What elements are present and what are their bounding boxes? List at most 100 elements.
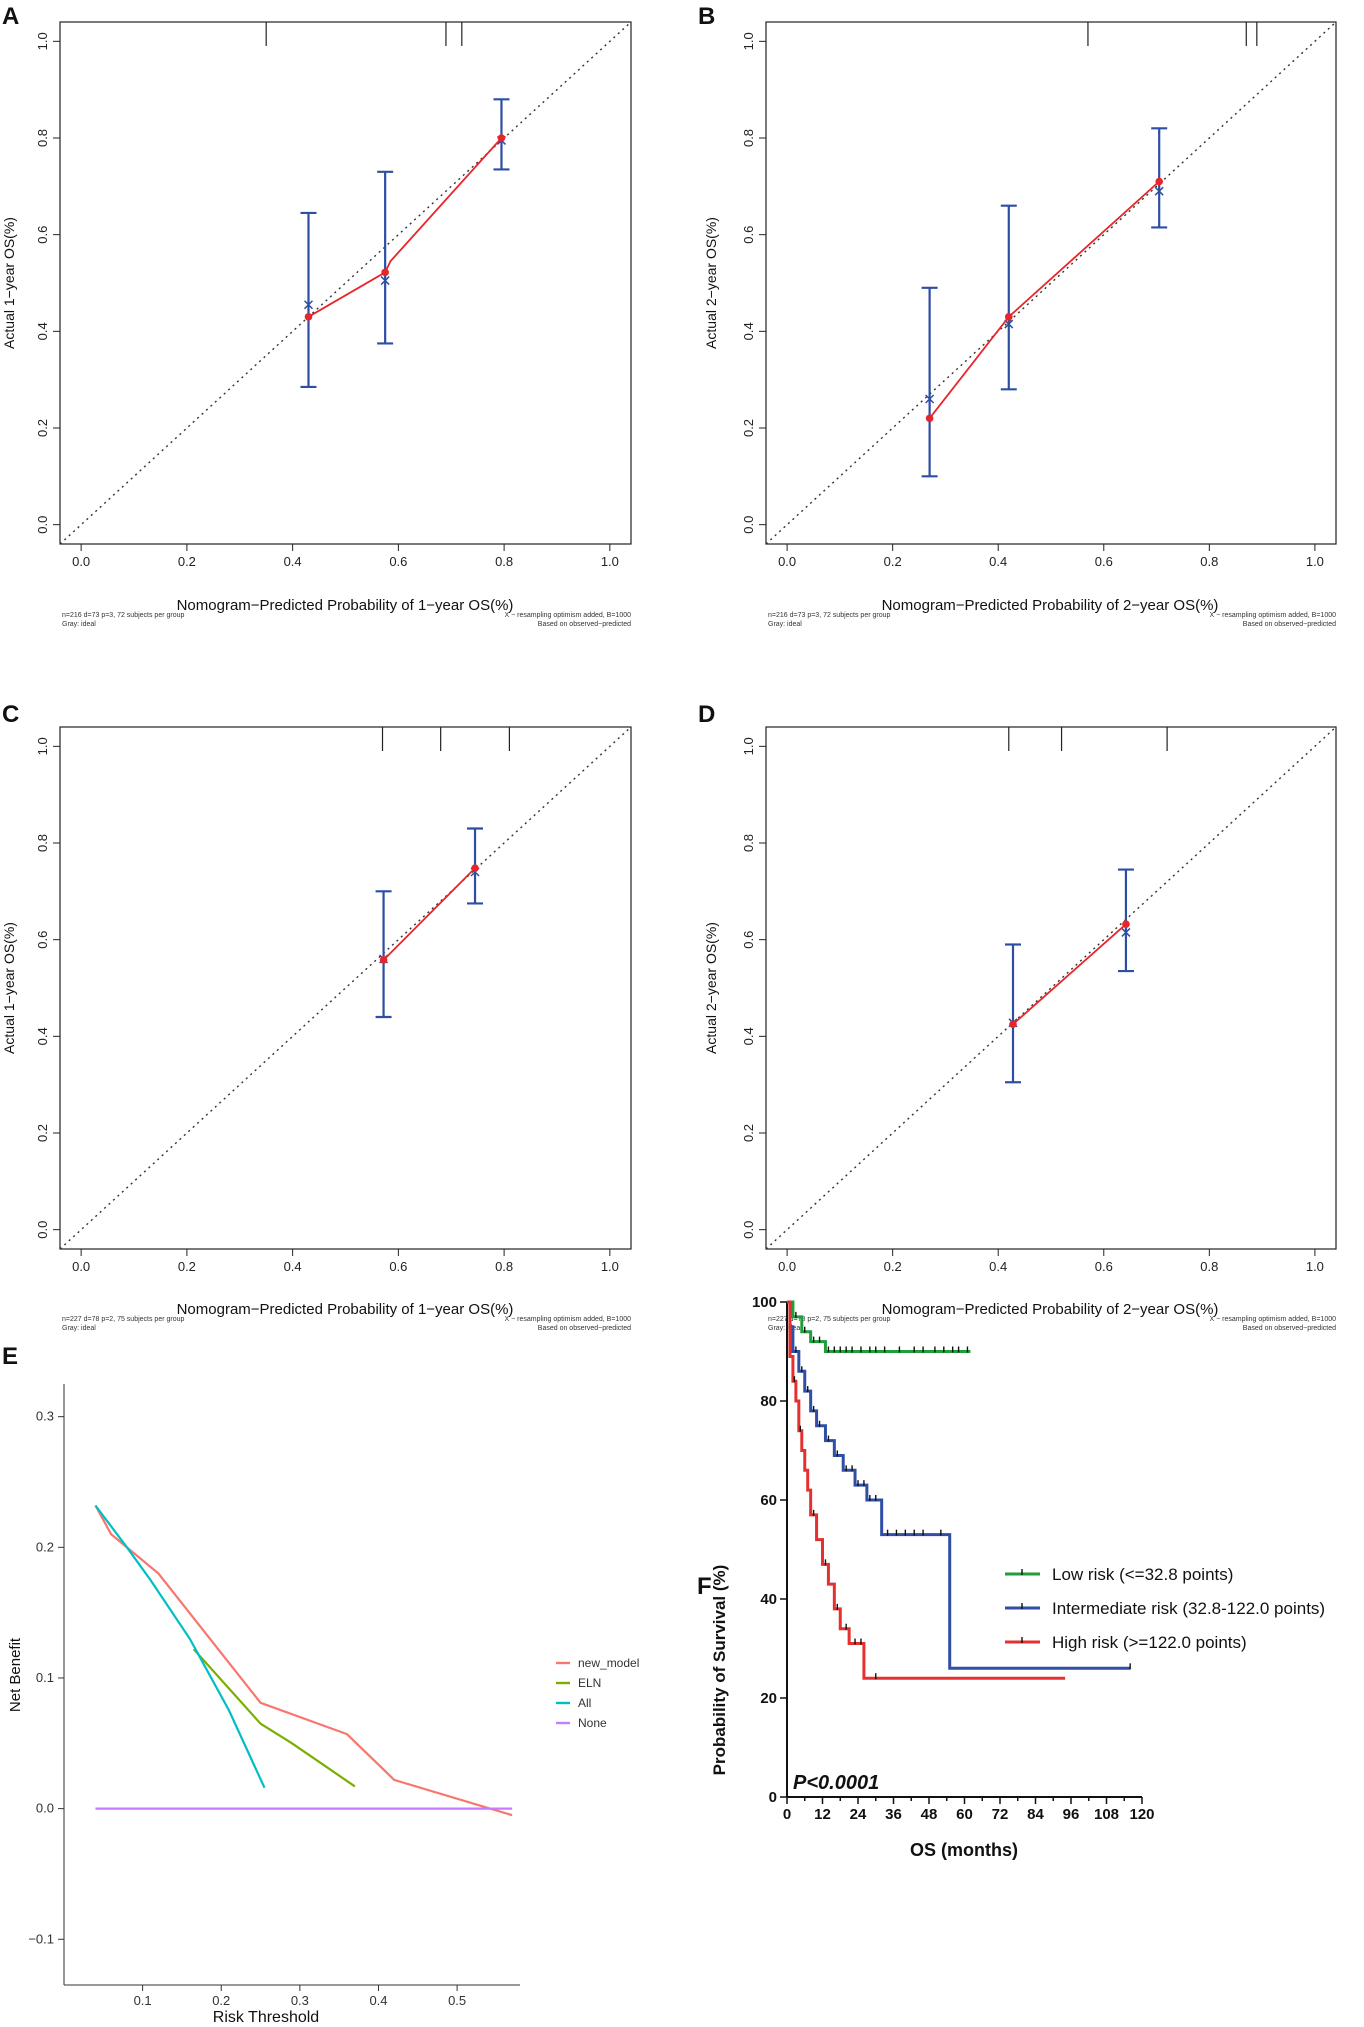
y-tick-label: 0.2 (36, 1539, 54, 1554)
y-axis-title: Actual 2−year OS(%) (703, 217, 719, 349)
y-tick-label: 0.0 (741, 1221, 756, 1239)
x-tick-label: 0.2 (178, 1259, 196, 1274)
observed-point (497, 134, 506, 142)
x-tick-label: 0.6 (1095, 1259, 1113, 1274)
y-tick-label: 0.6 (741, 931, 756, 949)
y-tick-label: 0.3 (36, 1409, 54, 1424)
calibration-plot-b: 0.0 0.0 0.2 0.2 0.4 0.4 0.6 0.6 0.8 0.8 1.0 1.0 (741, 21, 1337, 569)
x-tick-label: 0.4 (284, 1259, 302, 1274)
y-tick-label: 0.0 (36, 1801, 54, 1816)
x-tick-label: 0.8 (495, 554, 513, 569)
y-tick-label: 0.8 (35, 834, 50, 852)
panel-e: E 0.1 0.2 0.3 0.4 0.5 −0.1 0.0 0.1 0.2 0.3 Risk T… (2, 1343, 639, 2026)
legend-label: ELN (578, 1676, 601, 1690)
ideal-line (59, 726, 632, 1250)
x-tick-label: 0.8 (495, 1259, 513, 1274)
y-tick-label: 0.8 (35, 129, 50, 147)
footer-right-line-1: X − resampling optimism added, B=1000 (505, 612, 632, 619)
x-tick-label: 0 (783, 1806, 791, 1823)
y-tick-label: 0.0 (35, 516, 50, 534)
legend-label: None (578, 1716, 607, 1730)
x-axis-title: Nomogram−Predicted Probability of 2−year… (882, 597, 1219, 614)
plot-frame (765, 21, 1337, 545)
y-tick-label: 80 (760, 1393, 777, 1410)
x-tick-label: 48 (921, 1806, 938, 1823)
plot-frame (59, 726, 632, 1250)
x-tick-label: 0.4 (284, 554, 302, 569)
x-tick-label: 1.0 (601, 1259, 619, 1274)
x-tick-label: 120 (1129, 1806, 1154, 1823)
x-tick-label: 0.2 (884, 554, 902, 569)
y-tick-label: 0.2 (741, 1124, 756, 1142)
x-axis-title: Nomogram−Predicted Probability of 2−year… (882, 1301, 1219, 1318)
panel-d: D 0.0 0.0 0.2 0.2 0.4 0.4 0.6 0.6 0.8 0.8 1.0 1.0 N… (698, 701, 1337, 1332)
panel-letter-c: C (2, 701, 19, 728)
x-tick-label: 108 (1094, 1806, 1119, 1823)
x-tick-label: 0.1 (134, 1993, 152, 2008)
legend-label: Intermediate risk (32.8-122.0 points) (1052, 1599, 1325, 1618)
panel-letter-f: F (697, 1573, 712, 1600)
survival-curve (787, 1300, 1066, 1680)
series-line-new-model (94, 1504, 513, 1817)
legend-label: High risk (>=122.0 points) (1052, 1633, 1247, 1652)
x-tick-label: 1.0 (1306, 1259, 1324, 1274)
x-tick-label: 0.6 (1095, 554, 1113, 569)
footer-right-line-2: Based on observed−predicted (1243, 1325, 1336, 1332)
x-tick-label: 0.5 (448, 1993, 466, 2008)
y-tick-label: 20 (760, 1690, 777, 1707)
observed-point (471, 864, 479, 872)
observed-point (1009, 1020, 1017, 1029)
calibration-plot-a: 0.0 0.0 0.2 0.2 0.4 0.4 0.6 0.6 0.8 0.8 1.0 1.0 (35, 21, 632, 569)
y-tick-label: 1.0 (35, 32, 50, 50)
bias-corrected-marker (380, 276, 390, 286)
panel-letter-e: E (2, 1343, 18, 1370)
x-tick-label: 0.4 (989, 554, 1007, 569)
x-axis-title: Nomogram−Predicted Probability of 1−year… (177, 1301, 514, 1318)
p-value-annotation: P<0.0001 (793, 1772, 879, 1794)
x-tick-label: 0.0 (778, 554, 796, 569)
x-tick-label: 0.6 (389, 1259, 407, 1274)
footer-right-line-2: Based on observed−predicted (538, 1325, 631, 1332)
x-tick-label: 1.0 (1306, 554, 1324, 569)
x-tick-label: 0.0 (72, 1259, 90, 1274)
footer-left-line-1: n=216 d=73 p=3, 72 subjects per group (62, 612, 185, 619)
observed-line (308, 137, 503, 318)
footer-right-line-1: X − resampling optimism added, B=1000 (505, 1316, 632, 1323)
decision-curve-plot: 0.1 0.2 0.3 0.4 0.5 −0.1 0.0 0.1 0.2 0.3 (28, 1409, 513, 2008)
x-tick-label: 0.4 (989, 1259, 1007, 1274)
panel-c: C 0.0 0.0 0.2 0.2 0.4 0.4 0.6 0.6 0.8 0.8 1.0 1.0 N… (1, 701, 632, 1332)
bias-corrected-marker (1121, 927, 1131, 937)
x-tick-label: 0.0 (778, 1259, 796, 1274)
y-tick-label: 60 (760, 1492, 777, 1509)
series-line-all (94, 1504, 266, 1789)
footer-right-line-2: Based on observed−predicted (1243, 621, 1336, 628)
footer-left-line-1: n=216 d=73 p=3, 72 subjects per group (768, 612, 891, 619)
y-tick-label: 1.0 (741, 32, 756, 50)
y-axis-title: Net Benefit (7, 1637, 24, 1712)
y-tick-label: 0.6 (35, 226, 50, 244)
legend-label: new_model (578, 1656, 639, 1670)
legend-label: All (578, 1696, 591, 1710)
y-tick-label: 0.4 (741, 1027, 756, 1045)
panel-b: B 0.0 0.0 0.2 0.2 0.4 0.4 0.6 0.6 0.8 0.8 1.0 1.0 N… (698, 3, 1337, 628)
y-tick-label: 0.8 (741, 834, 756, 852)
calibration-plot-d: 0.0 0.0 0.2 0.2 0.4 0.4 0.6 0.6 0.8 0.8 1.0 1.0 (741, 726, 1337, 1274)
x-tick-label: 0.0 (72, 554, 90, 569)
y-tick-label: 0.4 (35, 322, 50, 340)
observed-line (382, 867, 476, 961)
x-tick-label: 84 (1027, 1806, 1044, 1823)
x-tick-label: 0.6 (389, 554, 407, 569)
footer-right-line-1: X − resampling optimism added, B=1000 (1210, 1316, 1337, 1323)
panel-letter-d: D (698, 701, 715, 728)
observed-point (379, 956, 388, 964)
observed-point (381, 268, 389, 277)
observed-point (925, 414, 934, 423)
bias-corrected-marker (1154, 186, 1164, 196)
y-tick-label: 0.4 (741, 322, 756, 340)
y-tick-label: 0.0 (35, 1221, 50, 1239)
footer-left-line-2: Gray: ideal (768, 621, 802, 628)
y-tick-label: −0.1 (28, 1931, 54, 1946)
legend: new_model ELN All None (556, 1656, 639, 1730)
x-tick-label: 72 (992, 1806, 1009, 1823)
